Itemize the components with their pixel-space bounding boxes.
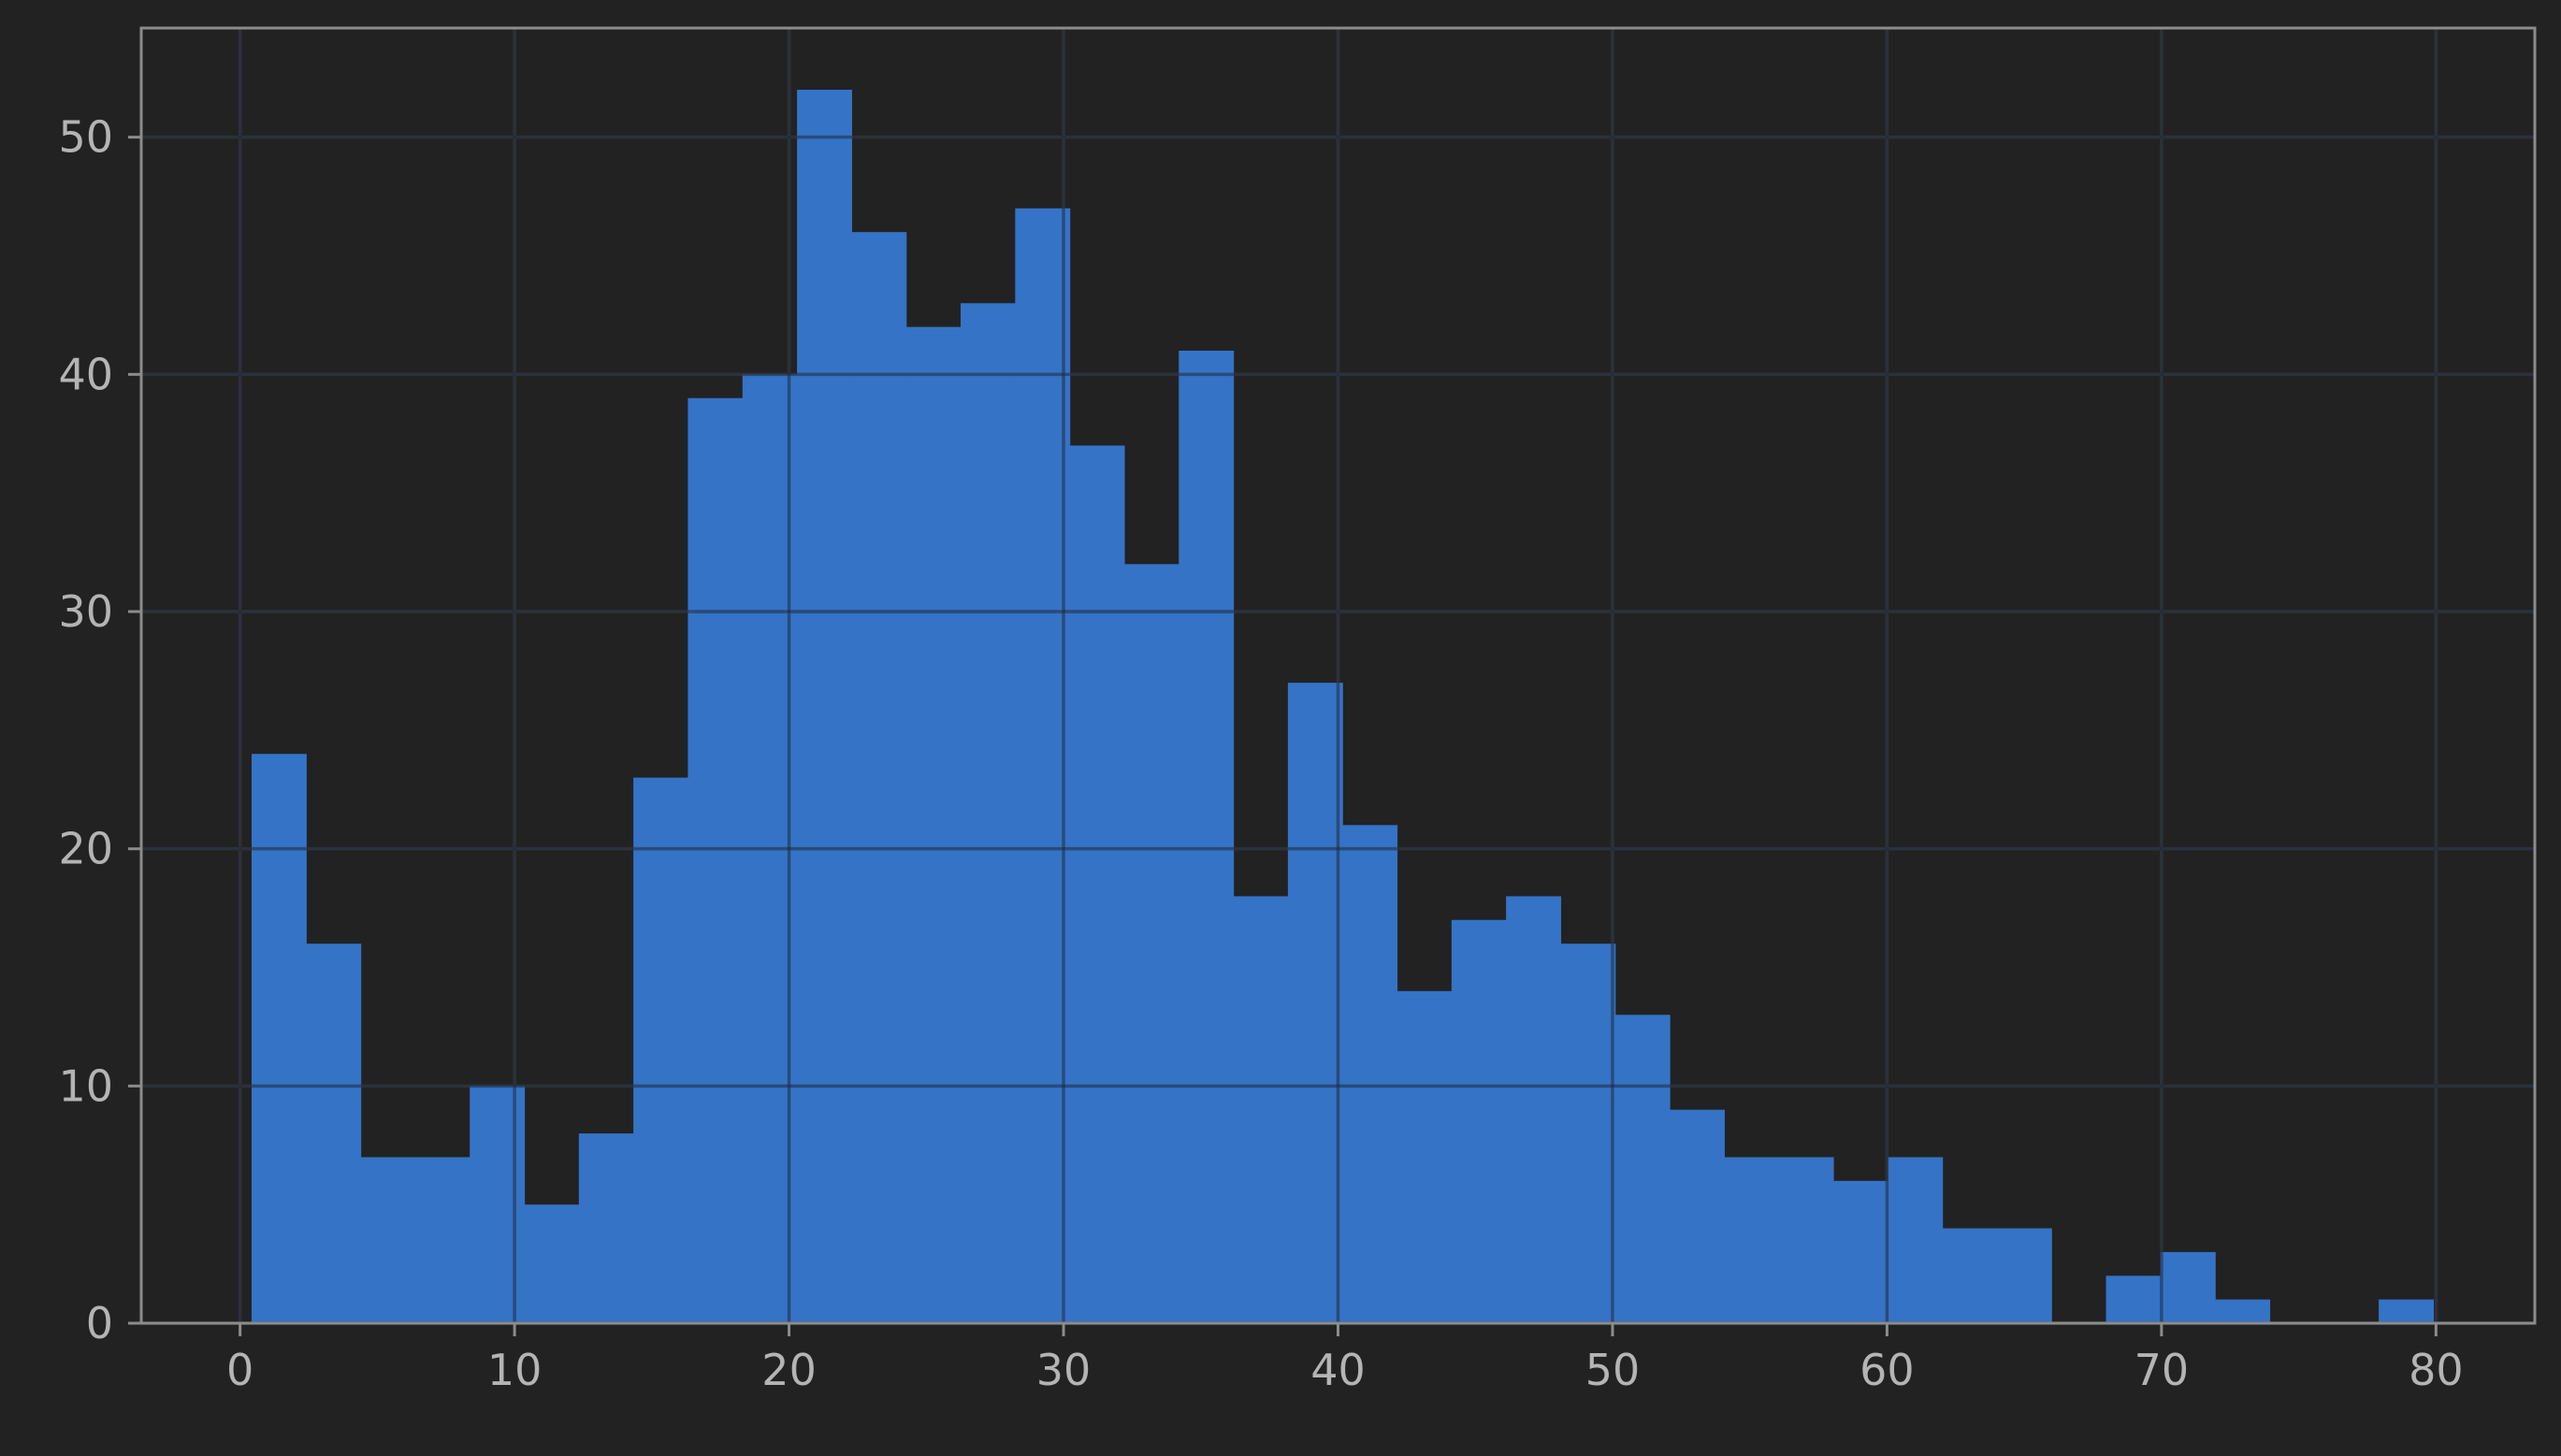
histogram-bar [1123, 564, 1179, 1323]
histogram-bar [470, 1086, 526, 1323]
histogram-bar [1614, 1015, 1671, 1323]
histogram-bar [1396, 990, 1453, 1323]
histogram-bar [2379, 1299, 2435, 1323]
x-tick-label: 30 [1036, 1345, 1092, 1395]
x-tick-label: 40 [1310, 1345, 1366, 1395]
x-tick-label: 20 [761, 1345, 817, 1395]
y-tick-label: 20 [58, 824, 113, 874]
y-axis: 0 10 20 30 40 50 [58, 112, 141, 1348]
histogram-bar [306, 944, 362, 1323]
histogram-bar [578, 1133, 634, 1323]
histogram-bar [2160, 1251, 2216, 1323]
histogram-bar [1069, 445, 1125, 1323]
histogram-bar [1233, 896, 1289, 1323]
histogram-bar [1451, 919, 1507, 1323]
histogram-bar [1506, 896, 1562, 1323]
histogram-bar [1560, 944, 1616, 1323]
x-tick-label: 10 [487, 1345, 543, 1395]
histogram-bar [797, 89, 852, 1323]
y-tick-label: 0 [86, 1298, 113, 1348]
histogram-bar [1179, 350, 1235, 1323]
histogram-bar [633, 777, 689, 1323]
histogram-bar [1996, 1228, 2052, 1323]
histogram-bar [1015, 208, 1071, 1323]
x-tick-label: 80 [2409, 1345, 2464, 1395]
histogram-bar [1888, 1157, 1944, 1323]
histogram-bar [2105, 1276, 2162, 1323]
x-tick-label: 0 [226, 1345, 253, 1395]
y-tick-label: 50 [58, 112, 113, 163]
histogram-bar [1832, 1180, 1888, 1323]
histogram-bar [1724, 1157, 1780, 1323]
histogram-bar [687, 397, 744, 1323]
histogram-bar [1342, 825, 1398, 1323]
histogram-bar [251, 754, 307, 1323]
histogram-bar [1778, 1157, 1834, 1323]
histogram-bar [905, 326, 962, 1324]
y-tick-label: 40 [58, 349, 113, 399]
histogram-bar [1287, 683, 1343, 1323]
histogram-bars [251, 89, 2435, 1324]
y-tick-label: 10 [58, 1060, 113, 1111]
x-axis: 0 10 20 30 40 50 60 70 80 [226, 1323, 2464, 1395]
histogram-bar [414, 1157, 470, 1323]
x-tick-label: 70 [2134, 1345, 2190, 1395]
histogram-bar [524, 1204, 580, 1323]
histogram-bar [2215, 1299, 2271, 1323]
histogram-bar [851, 232, 907, 1324]
histogram-bar [1670, 1109, 1725, 1323]
histogram-bar [360, 1157, 416, 1323]
x-tick-label: 50 [1585, 1345, 1641, 1395]
x-tick-label: 60 [1859, 1345, 1915, 1395]
histogram-bar [961, 303, 1016, 1324]
histogram-bar [1942, 1228, 1998, 1323]
y-tick-label: 30 [58, 586, 113, 637]
